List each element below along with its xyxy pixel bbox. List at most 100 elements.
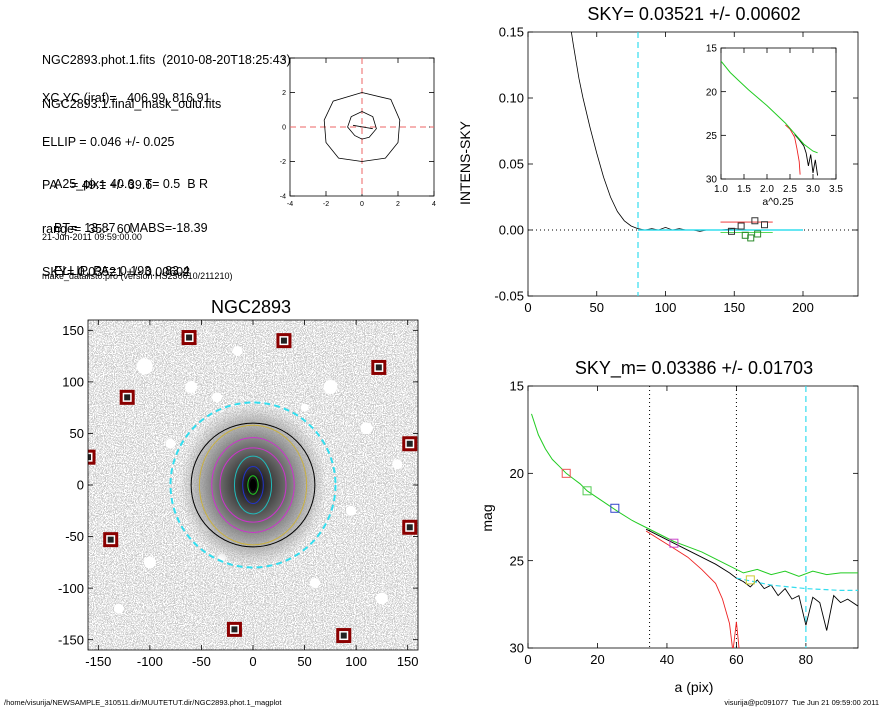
inset-xlabel: a^0.25 <box>762 196 793 208</box>
inset-xtick-label: 3.5 <box>829 184 843 195</box>
center-xtick-label: 0 <box>360 201 364 208</box>
masked-source <box>392 459 403 470</box>
image-ytick-label: 100 <box>62 375 84 390</box>
sky-xtick-label: 100 <box>655 300 677 315</box>
image-xtick-label: -150 <box>85 654 111 669</box>
param-pa: PA = 49.1 +/- 39.6 <box>42 178 153 192</box>
mask-line: NGC2893.1.final_mask_oulu.fits <box>42 96 222 111</box>
sky-ytick-label: 0.10 <box>499 91 524 106</box>
param-range: range= 35.- 60. <box>42 221 135 236</box>
mag-ytick-label: 25 <box>510 553 524 568</box>
mag-ytick-label: 30 <box>510 641 524 656</box>
param-sky: SKY= 0.03521 +/- 0.00602 <box>42 265 191 279</box>
image-xtick-label: 100 <box>345 654 367 669</box>
center-center_mark <box>352 124 373 130</box>
derived-block: A25_pix= 40.6 T= 0.5 B R BT= 13.87 MABS=… <box>54 148 208 293</box>
sky-data <box>528 32 858 296</box>
star-marker-core <box>280 337 287 344</box>
sky-square-marker <box>737 222 745 230</box>
inset-green-line <box>721 60 818 154</box>
param-ellip: ELLIP = 0.046 +/- 0.025 <box>42 134 175 149</box>
center-xtick-label: 4 <box>432 201 436 208</box>
param-xcyc: XC,YC (iraf)= 406.99, 816.91 <box>42 91 211 105</box>
mag-xtick-label: 0 <box>524 652 531 667</box>
derived-ellip: ELLIP, PA= 0.193 83.4 <box>54 264 190 278</box>
inset-frame <box>720 47 837 180</box>
center-xtick-label: -2 <box>323 201 329 208</box>
isophote-magenta-inner <box>219 447 287 523</box>
meta-block: 21-Jun-2011 09:59:00.00 make_datalist0.p… <box>42 205 232 296</box>
center-ytick-label: 4 <box>282 56 286 63</box>
mag-xtick-label: 60 <box>729 652 743 667</box>
center-xtick-label: -4 <box>287 201 293 208</box>
inset-xtick-label: 1.5 <box>737 184 751 195</box>
masked-source <box>345 505 356 516</box>
center-data <box>290 58 434 196</box>
center-ytick-label: -2 <box>280 159 286 166</box>
masked-source <box>165 438 176 449</box>
inset-black-line <box>794 134 819 176</box>
center-plot: -4 -2 0 2 4 -4 -2 0 2 4 <box>280 56 436 208</box>
params-block: XC,YC (iraf)= 406.99, 816.91 ELLIP = 0.0… <box>42 62 211 294</box>
mag-ylabel: mag <box>479 504 495 531</box>
inset-ytick-label: 20 <box>706 87 718 98</box>
star-marker-core <box>124 394 131 401</box>
sky-square-marker <box>751 217 759 225</box>
isophote-yellow <box>198 424 308 546</box>
center-xtick-label: 2 <box>396 201 400 208</box>
galaxy-image-plot: -150 -100 -50 0 50 100 150 -150 -100 -50 0 50 100 150 <box>58 319 419 669</box>
mag-red-line <box>645 530 740 648</box>
masked-source <box>375 592 388 605</box>
derived-a25: A25_pix= 40.6 T= 0.5 B R <box>54 177 209 191</box>
mag-xlabel: a (pix) <box>675 679 714 695</box>
sky-ytick-label: 0.05 <box>499 157 524 172</box>
mag-square-marker <box>610 503 620 513</box>
star-marker-core <box>340 632 347 639</box>
masked-source <box>185 381 198 394</box>
sky-square-marker <box>747 234 755 242</box>
image-xtick-label: -100 <box>137 654 163 669</box>
star-marker-core <box>88 454 91 461</box>
magnitude-plot: 0 20 40 60 80 15 20 25 30 <box>510 379 859 667</box>
mag-square-marker <box>561 468 571 478</box>
mag-ytick-label: 20 <box>510 466 524 481</box>
image-ytick-label: 0 <box>77 478 84 493</box>
sky-plot: 0 50 100 150 200 -0.05 0.00 0.05 0.10 0.15 1.0 1.5 2… <box>494 25 859 315</box>
inset-background <box>721 48 836 179</box>
star-marker-core <box>375 364 382 371</box>
star-marker-core <box>186 334 193 341</box>
inset-xtick-label: 2.5 <box>783 184 797 195</box>
sky-annulus-ring <box>169 401 337 569</box>
isophote-magenta <box>211 437 295 533</box>
star-marker-core <box>406 440 413 447</box>
image-ytick-label: 150 <box>62 323 84 338</box>
mag-square-marker <box>582 486 592 496</box>
masked-source <box>136 358 153 375</box>
image-title: NGC2893 <box>211 297 291 317</box>
footer-user: visurija@pc091077 Tue Jun 21 09:59:00 20… <box>724 698 879 707</box>
inset-ytick-label: 15 <box>706 44 718 55</box>
inset-data <box>721 60 819 176</box>
sky-ytick-label: -0.05 <box>494 289 524 304</box>
masked-source <box>143 556 156 569</box>
header-text: NGC2893.phot.1.fits (2010-08-20T18:25:43… <box>42 24 291 126</box>
mag-ytick-label: 15 <box>510 379 524 394</box>
sky-square-marker <box>754 230 762 238</box>
center-inner_contour <box>347 111 377 140</box>
image-xtick-label: 0 <box>249 654 256 669</box>
isophote-green <box>247 475 259 495</box>
mag-data <box>531 386 858 648</box>
masked-source <box>323 380 338 395</box>
center-ytick-label: -4 <box>280 194 286 201</box>
sky-xtick-label: 150 <box>723 300 745 315</box>
mag-square-marker <box>745 575 755 585</box>
mag-green-line <box>531 413 858 577</box>
sky-title: SKY= 0.03521 +/- 0.00602 <box>587 4 800 24</box>
isophote-blue <box>242 465 264 505</box>
sky-ytick-label: 0.00 <box>499 223 524 238</box>
sky-square-marker <box>761 221 768 229</box>
masked-source <box>211 392 222 403</box>
galaxy-core <box>249 478 257 492</box>
inset-xtick-label: 2.0 <box>760 184 774 195</box>
